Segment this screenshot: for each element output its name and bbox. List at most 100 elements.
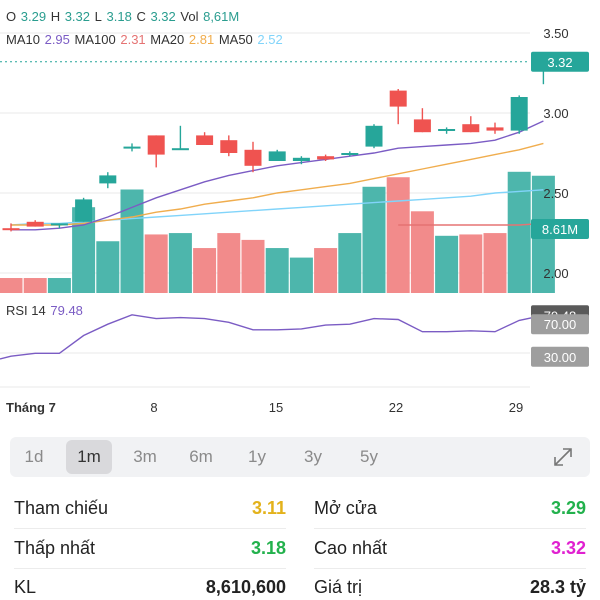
open-price-value: 3.29 [550, 498, 586, 518]
volume-bar [120, 189, 144, 293]
volume-bar [362, 186, 386, 293]
high-label: H [50, 9, 61, 24]
volume-bar [314, 248, 338, 293]
volume-bar [193, 248, 217, 293]
candle-body [486, 127, 504, 131]
reference-value: 3.11 [251, 498, 286, 518]
rsi-line [0, 314, 544, 360]
volume-bar [0, 278, 23, 293]
ma50-label: MA50 [218, 32, 253, 47]
volume-bar [47, 278, 71, 293]
ma-header: MA10 2.95 MA100 2.31 MA20 2.81 MA50 2.52 [6, 32, 284, 47]
volume-total-value: 8,610,600 [205, 577, 286, 597]
volume-bar [483, 233, 507, 293]
volume-tag: 8.61M [542, 222, 578, 237]
candle-body [510, 97, 528, 131]
x-tick-label: 29 [509, 400, 523, 415]
tab-6m[interactable]: 6m [189, 447, 213, 466]
ma20-label: MA20 [150, 32, 185, 47]
candle-body [413, 119, 431, 133]
rsi-70-tag-bg [531, 314, 589, 335]
price-tick-label: 2.50 [543, 186, 568, 201]
candle-body [341, 153, 359, 155]
volume-bar [289, 257, 313, 293]
price-tick-label: 3.00 [543, 106, 568, 121]
volume-value: 8,61M [203, 9, 240, 24]
volume-bar [386, 177, 410, 293]
volume-bar [459, 234, 483, 293]
volume-bar [23, 278, 47, 293]
ma100-label: MA100 [74, 32, 116, 47]
highest-value: 3.32 [550, 538, 586, 558]
tab-3y[interactable]: 3y [304, 447, 322, 466]
candle-body [75, 199, 93, 222]
volume-bar [72, 207, 96, 293]
rsi-label: RSI 14 [6, 303, 46, 318]
ma20-value: 2.81 [188, 32, 215, 47]
tab-1y[interactable]: 1y [248, 447, 266, 466]
volume-bar [241, 239, 265, 293]
candle-body [365, 125, 383, 147]
rsi-70-tag: 70.00 [544, 317, 577, 332]
volume-bar [338, 233, 362, 293]
divider [314, 528, 586, 529]
low-label: L [94, 9, 102, 24]
candle-body [220, 140, 238, 153]
price-tick-label: 3.50 [543, 26, 568, 41]
divider [14, 528, 286, 529]
timeframe-tabs: 1d 1m 3m 6m 1y 3y 5y [10, 437, 590, 477]
candle-body [147, 135, 165, 155]
x-tick-label: 15 [269, 400, 283, 415]
volume-total-label: KL [14, 577, 37, 597]
candle-body [389, 90, 407, 107]
trade-value-label: Giá trị [314, 577, 363, 597]
candle-body [268, 151, 286, 161]
ma100-line [398, 222, 544, 226]
close-value: 3.32 [150, 9, 176, 24]
volume-label: Vol [180, 9, 199, 24]
ma10-value: 2.95 [44, 32, 70, 47]
rsi-header: RSI 14 79.48 [6, 303, 84, 318]
candle-body [196, 135, 214, 145]
candle-body [171, 148, 189, 151]
open-value: 3.29 [20, 9, 47, 24]
candle-body [462, 124, 480, 133]
x-tick-label: 22 [389, 400, 403, 415]
last-price-tag-bg [531, 51, 589, 72]
candle-body [50, 223, 68, 226]
candle-body [292, 157, 310, 161]
volume-bar [168, 233, 192, 293]
volume-tag-bg [531, 219, 589, 239]
tab-1d[interactable]: 1d [24, 447, 44, 466]
ma10-line [11, 120, 544, 231]
rsi-value: 79.48 [50, 303, 83, 318]
ma100-value: 2.31 [120, 32, 146, 47]
tab-3m[interactable]: 3m [133, 447, 157, 466]
volume-bar [410, 211, 434, 293]
trade-value-value: 28.3 tỷ [529, 577, 586, 597]
candle-body [123, 146, 141, 149]
candle-body [26, 221, 44, 227]
volume-bar [507, 171, 531, 293]
x-tick-label: 8 [150, 400, 157, 415]
ma20-line [11, 142, 544, 226]
volume-bar [144, 234, 168, 293]
tab-1m[interactable]: 1m [66, 440, 112, 474]
open-price-label: Mở cửa [314, 498, 377, 518]
highest-label: Cao nhất [314, 538, 388, 558]
lowest-value: 3.18 [250, 538, 286, 558]
price-chart[interactable]: 3.503.002.502.001.503.328.61M79.4870.003… [0, 0, 600, 420]
high-value: 3.32 [64, 9, 91, 24]
low-value: 3.18 [106, 9, 132, 24]
expand-icon[interactable] [546, 440, 580, 474]
divider [14, 568, 286, 569]
reference-label: Tham chiếu [14, 498, 109, 518]
tab-5y[interactable]: 5y [360, 447, 378, 466]
volume-bar [435, 235, 459, 293]
rsi-30-tag-bg [531, 346, 589, 367]
x-tick-label: Tháng 7 [6, 400, 56, 415]
price-tick-label: 2.00 [543, 266, 568, 281]
ma10-label: MA10 [6, 32, 40, 47]
candle-body [2, 228, 20, 231]
volume-bar [217, 233, 241, 293]
